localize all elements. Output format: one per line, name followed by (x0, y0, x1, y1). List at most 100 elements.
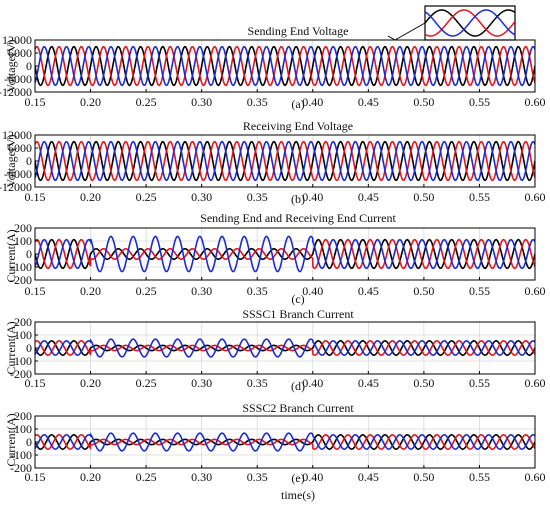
x-tick-label: 0.35 (247, 190, 268, 204)
x-tick-label: 0.15 (25, 95, 46, 109)
y-tick-label: -100 (10, 448, 32, 462)
y-tick-label: 0 (26, 247, 32, 261)
inset-line-phase-a (425, 9, 515, 37)
y-tick-label: -200 (10, 367, 32, 381)
y-tick-label: -6000 (4, 72, 32, 86)
y-tick-label: 0 (26, 341, 32, 355)
panel-b-title: Receiving End Voltage (243, 119, 353, 133)
panel-c-title: Sending End and Receiving End Current (200, 211, 396, 225)
series-line-phase-c (35, 338, 535, 358)
x-tick-label: 0.45 (358, 284, 379, 298)
panel-c: Sending End and Receiving End Current Cu… (4, 211, 546, 306)
x-tick-label: 0.35 (247, 376, 268, 390)
series-line-phase-a (35, 238, 535, 270)
x-tick-label: 0.15 (25, 470, 46, 484)
panel-a-plot: 0.15 0.20 0.25 0.30 0.35 0.40 0.45 0.50 0.55 0.60… (0, 33, 546, 109)
panel-b: Receiving End Voltage Voltage(V) (b) 0.1… (0, 119, 546, 206)
panel-d: SSSC1 Branch Current Current(A) (d) 0.15… (4, 307, 546, 393)
x-tick-label: 0.25 (136, 470, 157, 484)
series-line-phase-a (35, 45, 535, 87)
y-tick-label: 12000 (2, 33, 32, 47)
x-tick-label: 0.15 (25, 376, 46, 390)
x-tick-label: 0.60 (525, 470, 546, 484)
panel-b-caption: (b) (291, 192, 305, 206)
y-tick-label: 6000 (8, 141, 32, 155)
x-tick-label: 0.40 (302, 470, 323, 484)
series-line-phase-c (35, 235, 535, 273)
x-tick-label: 0.25 (136, 376, 157, 390)
y-tick-label: -100 (10, 354, 32, 368)
x-tick-label: 0.30 (191, 470, 212, 484)
panel-a-title: Sending End Voltage (248, 24, 349, 38)
zoom-inset (387, 5, 520, 41)
x-tick-label: 0.20 (80, 95, 101, 109)
panel-d-plot: 0.15 0.20 0.25 0.30 0.35 0.40 0.45 0.50 0.55 0.60… (10, 315, 546, 390)
x-tick-label: 0.45 (358, 470, 379, 484)
series-line-phase-c (35, 140, 535, 182)
x-tick-label: 0.50 (413, 190, 434, 204)
x-tick-label: 0.20 (80, 284, 101, 298)
x-tick-label: 0.40 (302, 376, 323, 390)
series-line-phase-a (35, 140, 535, 182)
y-tick-label: 200 (14, 409, 32, 423)
x-tick-label: 0.25 (136, 284, 157, 298)
panel-d-title: SSSC1 Branch Current (242, 307, 354, 321)
y-tick-label: 100 (14, 234, 32, 248)
series-group (35, 235, 535, 273)
series-group (35, 45, 535, 87)
x-tick-label: 0.20 (80, 190, 101, 204)
panel-a-caption: (a) (291, 97, 304, 111)
series-group (35, 140, 535, 182)
x-tick-label: 0.55 (469, 376, 490, 390)
x-tick-label: 0.55 (469, 470, 490, 484)
panel-d-caption: (d) (291, 379, 305, 393)
panel-e-caption: (e) (291, 471, 304, 485)
y-tick-label: 100 (14, 422, 32, 436)
x-tick-label: 0.60 (525, 284, 546, 298)
y-tick-label: -6000 (4, 167, 32, 181)
x-tick-label: 0.50 (413, 95, 434, 109)
x-tick-label: 0.40 (302, 190, 323, 204)
x-tick-label: 0.60 (525, 190, 546, 204)
series-line-phase-a (35, 340, 535, 356)
y-tick-label: 100 (14, 328, 32, 342)
series-line-phase-a (35, 434, 535, 450)
inset-pointer-arrow (387, 35, 396, 41)
y-tick-label: -12000 (0, 180, 32, 194)
x-tick-label: 0.50 (413, 284, 434, 298)
x-tick-label: 0.35 (247, 284, 268, 298)
y-tick-label: -200 (10, 273, 32, 287)
series-line-phase-c (35, 45, 535, 87)
y-tick-label: -100 (10, 260, 32, 274)
y-tick-label: 0 (26, 154, 32, 168)
x-tick-label: 0.50 (413, 376, 434, 390)
panel-c-caption: (c) (291, 292, 304, 306)
inset-line-phase-b (425, 9, 515, 37)
panel-a-ylabel: Voltage(V) (4, 39, 18, 92)
panel-d-ylabel: Current(A) (4, 321, 18, 374)
x-tick-label: 0.15 (25, 190, 46, 204)
x-tick-label: 0.45 (358, 190, 379, 204)
x-tick-label: 0.55 (469, 190, 490, 204)
panel-e-plot: 0.15 0.20 0.25 0.30 0.35 0.40 0.45 0.50 0.55 0.60… (10, 409, 546, 484)
x-tick-label: 0.40 (302, 284, 323, 298)
x-tick-label: 0.35 (247, 95, 268, 109)
series-group (35, 432, 535, 452)
x-tick-label: 0.30 (191, 95, 212, 109)
x-tick-label: 0.30 (191, 284, 212, 298)
y-tick-label: 12000 (2, 128, 32, 142)
panel-a: Sending End Voltage Voltage(V) (a) 0.15 0… (0, 24, 546, 111)
y-tick-label: 6000 (8, 46, 32, 60)
x-tick-label: 0.55 (469, 284, 490, 298)
panel-e: SSSC2 Branch Current Current(A) (e) 0.15… (4, 401, 546, 485)
x-tick-label: 0.30 (191, 190, 212, 204)
panel-b-plot: 0.15 0.20 0.25 0.30 0.35 0.40 0.45 0.50 0.55 0.60… (0, 128, 546, 204)
panel-e-ylabel: Current(A) (4, 413, 18, 466)
x-axis-label: time(s) (281, 488, 315, 502)
series-group (35, 338, 535, 358)
x-tick-label: 0.60 (525, 95, 546, 109)
x-tick-label: 0.45 (358, 376, 379, 390)
x-tick-label: 0.60 (525, 376, 546, 390)
x-tick-label: 0.45 (358, 95, 379, 109)
